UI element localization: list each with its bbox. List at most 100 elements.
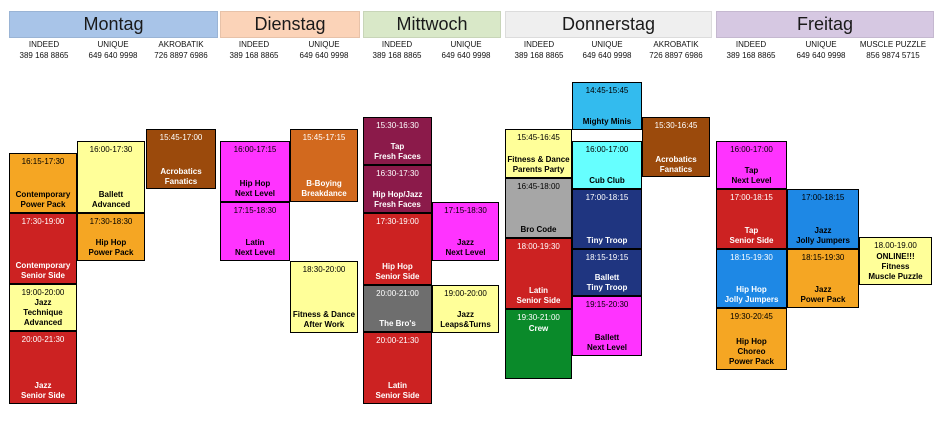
class-label: Jazz Next Level	[445, 238, 486, 257]
class-block[interactable]: 17:30-19:00 Contemporary Senior Side	[9, 213, 77, 284]
day-header-montag: Montag	[9, 11, 218, 38]
class-block[interactable]: 17:00-18:15 Jazz Jolly Jumpers	[787, 189, 859, 249]
class-block[interactable]: 20:00-21:00 The Bro's	[363, 285, 432, 332]
contact-mittwoch-unique: UNIQUE 649 640 9998	[441, 40, 491, 60]
class-block[interactable]: 18:30-20:00 Fitness & Dance After Work	[290, 261, 358, 333]
class-block[interactable]: 17:15-18:30 Jazz Next Level	[432, 202, 499, 261]
class-block[interactable]: 18.00-19.00 ONLINE!!! Fitness Muscle Puzz…	[859, 237, 932, 285]
class-label: Latin Next Level	[234, 238, 276, 257]
class-time: 16:00-17:00	[730, 145, 773, 154]
class-time: 16:00-17:30	[89, 145, 133, 154]
class-time: 17:30-19:00	[376, 217, 419, 226]
contact-montag-indeed: INDEED 389 168 8865	[19, 40, 69, 60]
class-label: Tap Next Level	[731, 166, 772, 185]
class-block[interactable]: 16:00-17:15 Hip Hop Next Level	[220, 141, 290, 202]
class-time: 16:30-17:30	[376, 169, 419, 178]
class-block[interactable]: 15:30-16:45 Acrobatics Fanatics	[642, 117, 710, 177]
contact-freitag-muscle-puzzle: MUSCLE PUZZLE 856 9874 5715	[859, 40, 927, 60]
class-time: 17:15-18:30	[444, 206, 487, 215]
class-time: 17:30-18:30	[89, 217, 133, 226]
class-time: 19:15-20:30	[585, 300, 629, 309]
class-label: Crew	[528, 324, 549, 333]
class-time: 19:30-20:45	[730, 312, 773, 321]
class-block[interactable]: 14:45-15:45 Mighty Minis	[572, 82, 642, 130]
class-block[interactable]: 16:00-17:30 Ballett Advanced	[77, 141, 145, 213]
class-block[interactable]: 17:15-18:30 Latin Next Level	[220, 202, 290, 261]
class-time: 18:30-20:00	[302, 265, 346, 274]
class-time: 16:00-17:00	[585, 145, 629, 154]
contact-montag-akrobatik: AKROBATIK 726 8897 6986	[154, 40, 208, 60]
class-time: 16:15-17:30	[21, 157, 65, 166]
class-time: 14:45-15:45	[585, 86, 629, 95]
class-label: Acrobatics Fanatics	[160, 167, 202, 186]
class-time: 16:45-18:00	[517, 182, 560, 191]
class-block[interactable]: 17:30-19:00 Hip Hop Senior Side	[363, 213, 432, 285]
class-label: Contemporary Senior Side	[15, 261, 71, 280]
class-block[interactable]: 16:00-17:00 Cub Club	[572, 141, 642, 189]
class-time: 18:15-19:30	[801, 253, 845, 262]
day-header-freitag: Freitag	[716, 11, 934, 38]
class-block[interactable]: 15:30-16:30 Tap Fresh Faces	[363, 117, 432, 165]
class-time: 19:30-21:00	[517, 313, 560, 322]
day-header-dienstag: Dienstag	[220, 11, 360, 38]
class-time: 18:15-19:15	[585, 253, 629, 262]
class-block[interactable]: 15:45-17:15 B-Boying Breakdance	[290, 129, 358, 202]
class-block[interactable]: 19:15-20:30 Ballett Next Level	[572, 296, 642, 356]
class-block[interactable]: 18:15-19:15 Ballett Tiny Troop	[572, 249, 642, 296]
class-block[interactable]: 17:00-18:15 Tap Senior Side	[716, 189, 787, 249]
class-time: 18:00-19:30	[517, 242, 560, 251]
class-time: 15:45-17:00	[159, 133, 203, 142]
class-time: 18.00-19.00	[874, 241, 917, 250]
class-block[interactable]: 20:00-21:30 Jazz Senior Side	[9, 331, 77, 404]
class-block[interactable]: 18:00-19:30 Latin Senior Side	[505, 238, 572, 309]
class-block[interactable]: 19:00-20:00 Jazz Leaps&Turns	[432, 285, 499, 333]
contact-dienstag-unique: UNIQUE 649 640 9998	[299, 40, 349, 60]
class-time: 15:45-17:15	[302, 133, 346, 142]
class-label: Latin Senior Side	[516, 286, 561, 305]
class-time: 20:00-21:30	[21, 335, 65, 344]
class-block[interactable]: 15:45-17:00 Acrobatics Fanatics	[146, 129, 216, 189]
class-block[interactable]: 19:00-20:00 Jazz Technique Advanced	[9, 284, 77, 331]
class-label: Ballett Next Level	[586, 333, 628, 352]
class-block[interactable]: 18:15-19:30 Hip Hop Jolly Jumpers	[716, 249, 787, 308]
class-block[interactable]: 19:30-20:45 Hip Hop Choreo Power Pack	[716, 308, 787, 370]
class-block[interactable]: 16:30-17:30 Hip Hop/Jazz Fresh Faces	[363, 165, 432, 213]
class-label: Ballett Advanced	[91, 190, 131, 209]
class-label: The Bro's	[379, 319, 416, 328]
class-block[interactable]: 17:00-18:15 Tiny Troop	[572, 189, 642, 249]
class-block[interactable]: 18:15-19:30 Jazz Power Pack	[787, 249, 859, 308]
class-label: Jazz Power Pack	[800, 285, 846, 304]
class-label: ONLINE!!! Fitness Muscle Puzzle	[868, 252, 923, 281]
class-time: 19:00-20:00	[444, 289, 487, 298]
class-block[interactable]: 16:15-17:30 Contemporary Power Pack	[9, 153, 77, 213]
class-label: Bro Code	[520, 225, 557, 234]
class-label: Jazz Technique Advanced	[23, 298, 63, 327]
contact-montag-unique: UNIQUE 649 640 9998	[88, 40, 138, 60]
class-label: Jazz Senior Side	[20, 381, 65, 400]
class-label: Ballett Tiny Troop	[586, 273, 628, 292]
contact-freitag-indeed: INDEED 389 168 8865	[726, 40, 776, 60]
contact-donnerstag-unique: UNIQUE 649 640 9998	[582, 40, 632, 60]
class-time: 18:15-19:30	[730, 253, 773, 262]
class-time: 17:30-19:00	[21, 217, 65, 226]
class-time: 16:00-17:15	[233, 145, 277, 154]
class-block[interactable]: 15:45-16:45 Fitness & Dance Parents Party	[505, 129, 572, 178]
class-block[interactable]: 19:30-21:00 Crew	[505, 309, 572, 379]
class-label: Fitness & Dance After Work	[292, 310, 356, 329]
class-label: Latin Senior Side	[375, 381, 420, 400]
class-label: Hip Hop Choreo Power Pack	[729, 337, 774, 366]
class-block[interactable]: 20:00-21:30 Latin Senior Side	[363, 332, 432, 404]
class-time: 15:30-16:30	[376, 121, 419, 130]
contact-dienstag-indeed: INDEED 389 168 8865	[229, 40, 279, 60]
class-time: 17:00-18:15	[585, 193, 629, 202]
day-header-mittwoch: Mittwoch	[363, 11, 501, 38]
contact-mittwoch-indeed: INDEED 389 168 8865	[372, 40, 422, 60]
class-block[interactable]: 16:45-18:00 Bro Code	[505, 178, 572, 238]
class-time: 15:45-16:45	[517, 133, 560, 142]
class-block[interactable]: 17:30-18:30 Hip Hop Power Pack	[77, 213, 145, 261]
class-label: B-Boying Breakdance	[301, 179, 347, 198]
class-time: 17:00-18:15	[730, 193, 773, 202]
contact-donnerstag-akrobatik: AKROBATIK 726 8897 6986	[649, 40, 703, 60]
contact-donnerstag-indeed: INDEED 389 168 8865	[514, 40, 564, 60]
class-block[interactable]: 16:00-17:00 Tap Next Level	[716, 141, 787, 189]
